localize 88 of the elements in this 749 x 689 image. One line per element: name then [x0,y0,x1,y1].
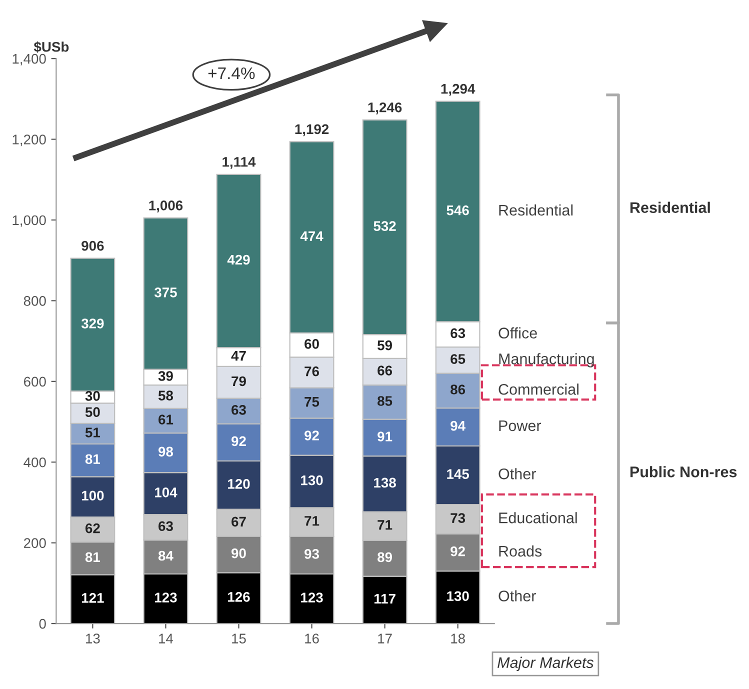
total-label: 1,114 [222,157,256,169]
data-label: 76 [304,366,319,376]
x-tick-label: 13 [86,634,100,644]
data-label: 63 [158,521,173,532]
data-label: 130 [447,591,469,602]
data-label: 39 [158,371,173,381]
data-label: 66 [378,366,392,376]
data-label: 67 [232,516,246,527]
data-label: 85 [378,396,392,406]
data-label: 123 [301,592,323,602]
data-label: 93 [304,549,319,559]
y-tick-label: 1,200 [12,134,46,146]
data-label: 532 [374,221,396,231]
x-tick-label: 18 [451,634,465,644]
data-label: 30 [85,391,100,401]
data-label: 81 [85,454,100,464]
y-tick-label: 1,000 [12,215,46,227]
x-tick-label: 14 [159,634,174,644]
data-label: 92 [232,436,246,446]
data-label: 145 [447,469,470,479]
total-label: 1,006 [149,200,183,212]
data-label: 65 [450,354,466,364]
y-tick-label: 800 [24,296,46,306]
series-label: Office [498,327,537,338]
data-label: 126 [228,592,250,602]
data-label: 474 [300,231,324,241]
data-label: 120 [228,479,250,489]
y-tick-label: 0 [39,618,46,629]
data-label: 123 [155,592,177,602]
series-label: Other [498,468,536,480]
y-axis-title: $USb [34,41,69,53]
data-label: 47 [231,351,246,361]
data-label: 117 [374,594,396,604]
annotation: +7.4% [208,67,255,80]
data-label: 91 [378,432,392,442]
total-label: 906 [82,240,104,251]
data-label: 92 [304,430,319,440]
x-tick-label: 17 [378,634,392,644]
data-label: 138 [374,478,396,488]
data-label: 71 [304,516,320,526]
data-label: 100 [82,490,104,501]
data-label: 58 [158,390,174,400]
data-label: 92 [450,546,465,556]
text: Major Markets [498,656,594,672]
series-label: Residential [499,204,573,216]
data-label: 79 [232,376,246,386]
total-label: 1,192 [295,124,329,136]
data-label: 86 [450,384,466,394]
data-label: 375 [154,288,177,298]
series-label: Educational [499,512,577,524]
y-tick-label: 600 [24,376,46,387]
data-label: 62 [85,523,100,534]
data-label: 130 [301,475,323,486]
series-label: Other [498,590,536,602]
series-label: Power [499,420,542,432]
x-tick-label: 15 [232,634,246,644]
data-label: 71 [378,520,392,530]
data-label: 89 [378,552,392,562]
data-label: 90 [232,548,246,558]
y-tick-label: 1,400 [12,54,46,66]
data-label: 329 [81,318,104,328]
data-label: 59 [378,340,392,350]
data-label: 121 [82,593,104,603]
series-label: Manufacturing [499,353,594,368]
data-label: 60 [304,338,319,349]
data-label: 94 [450,420,466,431]
data-label: 98 [158,446,174,457]
data-label: 84 [158,550,174,561]
data-label: 81 [85,552,100,562]
total-label: 1,294 [441,84,476,96]
series-label: Roads [499,545,542,557]
data-label: 73 [450,513,466,523]
data-label: 61 [158,414,174,424]
text: Residential [630,202,710,213]
data-label: 75 [304,397,320,407]
data-label: 104 [155,487,178,498]
y-tick-label: 200 [24,538,46,548]
data-label: 63 [232,404,246,415]
y-tick-label: 400 [24,457,46,468]
data-label: 429 [227,254,250,265]
data-label: 63 [450,328,466,338]
x-tick-label: 16 [305,634,319,644]
series-label: Commercial [498,384,578,395]
data-label: 50 [85,407,100,418]
data-label: 51 [85,428,100,438]
text: Public Non-res [630,466,737,478]
total-label: 1,246 [368,102,402,114]
data-label: 546 [446,205,469,216]
